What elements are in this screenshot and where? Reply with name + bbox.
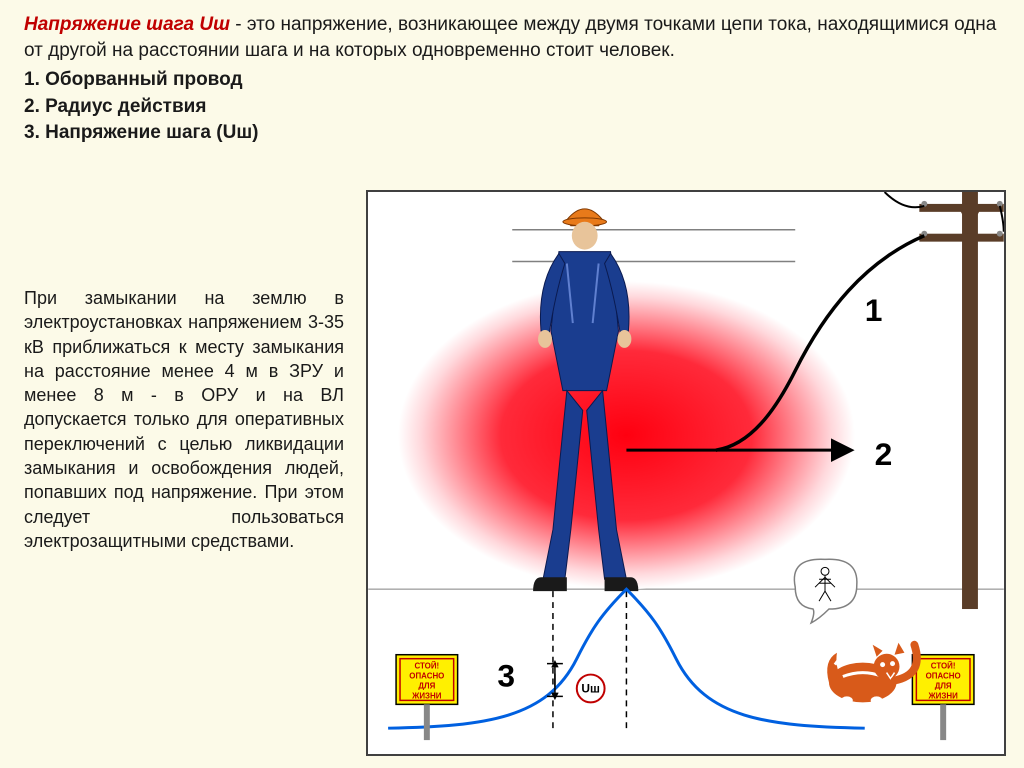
svg-text:ДЛЯ: ДЛЯ: [418, 681, 435, 690]
pole-icon: [919, 192, 1003, 609]
term-emphasis: Напряжение шага Uш: [24, 14, 230, 35]
legend-item-2: 2. Радиус действия: [24, 94, 1000, 121]
label-3: 3: [497, 657, 515, 693]
legend-item-3: 3. Напряжение шага (Uш): [24, 120, 1000, 147]
label-2: 2: [875, 436, 893, 472]
warning-sign-right: СТОЙ! ОПАСНО ДЛЯ ЖИЗНИ: [912, 655, 974, 740]
label-1: 1: [865, 292, 883, 328]
svg-text:ДЛЯ: ДЛЯ: [935, 681, 952, 690]
svg-text:СТОЙ!: СТОЙ!: [931, 662, 956, 671]
svg-text:ЖИЗНИ: ЖИЗНИ: [928, 691, 959, 700]
explanation-paragraph: При замыкании на землю в электроустановк…: [24, 286, 344, 553]
main-row: При замыкании на землю в электроустановк…: [0, 190, 1024, 768]
svg-text:ОПАСНО: ОПАСНО: [409, 672, 444, 681]
cat-icon: [827, 643, 917, 705]
svg-text:СТОЙ!: СТОЙ!: [414, 662, 439, 671]
svg-text:ЖИЗНИ: ЖИЗНИ: [411, 691, 442, 700]
skeleton-bubble-icon: [794, 559, 857, 623]
definition-header: Напряжение шага Uш - это напряжение, воз…: [0, 0, 1024, 63]
legend-list: 1. Оборванный провод 2. Радиус действия …: [0, 63, 1024, 147]
diagram-figure: Uш 1 2 3 СТОЙ! ОПАСНО ДЛЯ ЖИЗНИ СТОЙ! ОП…: [366, 190, 1006, 756]
legend-item-1: 1. Оборванный провод: [24, 67, 1000, 94]
svg-text:ОПАСНО: ОПАСНО: [926, 672, 961, 681]
ush-label: Uш: [581, 681, 600, 695]
